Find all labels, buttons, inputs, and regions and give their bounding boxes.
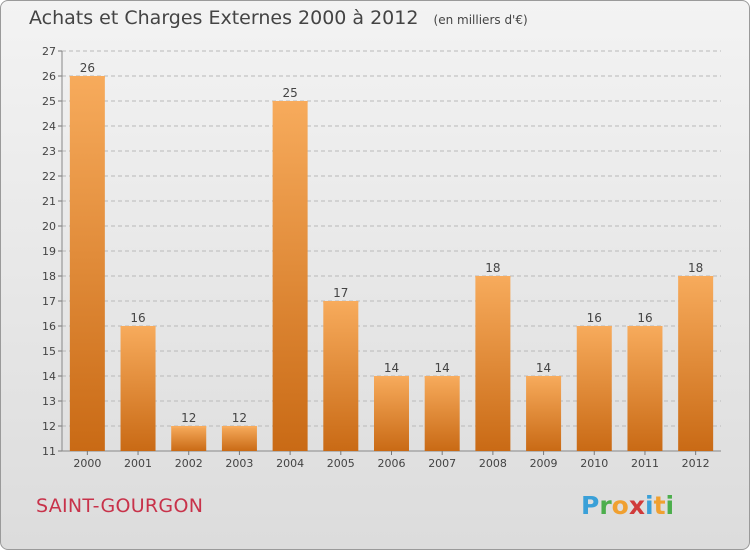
bar-top-edge: [69, 76, 105, 78]
bar-top-edge: [627, 326, 663, 328]
y-tick-label: 24: [42, 120, 56, 133]
y-tick-label: 19: [42, 245, 56, 258]
brand-letter: P: [581, 491, 600, 520]
bar-top-edge: [678, 276, 714, 278]
y-tick-label: 23: [42, 145, 56, 158]
data-label: 12: [232, 411, 247, 425]
x-tick-label: 2003: [225, 457, 253, 470]
bar-top-edge: [272, 101, 308, 103]
x-tick-label: 2006: [378, 457, 406, 470]
data-label: 14: [384, 361, 399, 375]
bar: [526, 376, 562, 451]
bar: [69, 76, 105, 451]
y-tick-label: 16: [42, 320, 56, 333]
brand-letter: r: [599, 491, 612, 520]
bar-top-edge: [374, 376, 409, 378]
bar-top-edge: [323, 301, 359, 303]
bar: [627, 326, 663, 451]
y-tick-label: 22: [42, 170, 56, 183]
bar-top-edge: [475, 276, 511, 278]
chart-title: Achats et Charges Externes 2000 à 2012 (…: [29, 7, 528, 29]
x-tick-label: 2010: [580, 457, 608, 470]
bar-top-edge: [171, 426, 207, 428]
bar-top-edge: [424, 376, 460, 378]
y-tick-label: 27: [42, 45, 56, 58]
y-tick-label: 20: [42, 220, 56, 233]
y-tick-label: 12: [42, 420, 56, 433]
y-tick-label: 14: [42, 370, 56, 383]
x-tick-label: 2001: [124, 457, 152, 470]
data-label: 16: [587, 311, 602, 325]
data-label: 18: [485, 261, 500, 275]
data-label: 26: [80, 61, 95, 75]
bar-top-edge: [120, 326, 156, 328]
x-tick-label: 2002: [175, 457, 203, 470]
x-tick-label: 2004: [276, 457, 304, 470]
bar: [323, 301, 359, 451]
data-label: 25: [282, 86, 297, 100]
bar: [171, 426, 207, 451]
bar: [475, 276, 511, 451]
x-tick-label: 2008: [479, 457, 507, 470]
brand-letter: o: [611, 491, 629, 520]
y-tick-label: 11: [42, 445, 56, 458]
data-label: 17: [333, 286, 348, 300]
bar-top-edge: [221, 426, 257, 428]
x-tick-label: 2012: [682, 457, 710, 470]
bars: [69, 76, 714, 451]
bar: [576, 326, 612, 451]
brand-letter: x: [628, 491, 645, 520]
data-label: 12: [181, 411, 196, 425]
y-tick-label: 18: [42, 270, 56, 283]
brand-letter: i: [665, 491, 675, 520]
y-tick-label: 21: [42, 195, 56, 208]
title-text: Achats et Charges Externes 2000 à 2012: [29, 7, 419, 29]
bar: [678, 276, 714, 451]
x-tick-label: 2005: [327, 457, 355, 470]
bar: [120, 326, 156, 451]
y-tick-label: 13: [42, 395, 56, 408]
brand-letter: t: [653, 491, 666, 520]
x-tick-label: 2007: [428, 457, 456, 470]
data-label: 18: [688, 261, 703, 275]
x-tick-label: 2000: [73, 457, 101, 470]
data-label: 16: [637, 311, 652, 325]
data-label: 16: [130, 311, 145, 325]
brand-logo: Proxiti: [581, 491, 674, 520]
bar: [424, 376, 460, 451]
bar: [374, 376, 409, 451]
y-tick-label: 25: [42, 95, 56, 108]
data-label: 14: [435, 361, 450, 375]
data-label: 14: [536, 361, 551, 375]
bar: [272, 101, 308, 451]
bar-top-edge: [526, 376, 562, 378]
x-tick-label: 2011: [631, 457, 659, 470]
bar: [221, 426, 257, 451]
x-tick-label: 2009: [530, 457, 558, 470]
unit-text: (en milliers d'€): [433, 13, 528, 27]
y-tick-label: 17: [42, 295, 56, 308]
y-tick-label: 15: [42, 345, 56, 358]
city-name: SAINT-GOURGON: [36, 495, 204, 517]
brand-letter: i: [645, 491, 654, 520]
labels: 26 16 12 12 25 17 14 14 18 14 16 16 18: [80, 61, 704, 425]
y-tick-label: 26: [42, 70, 56, 83]
bar-top-edge: [576, 326, 612, 328]
